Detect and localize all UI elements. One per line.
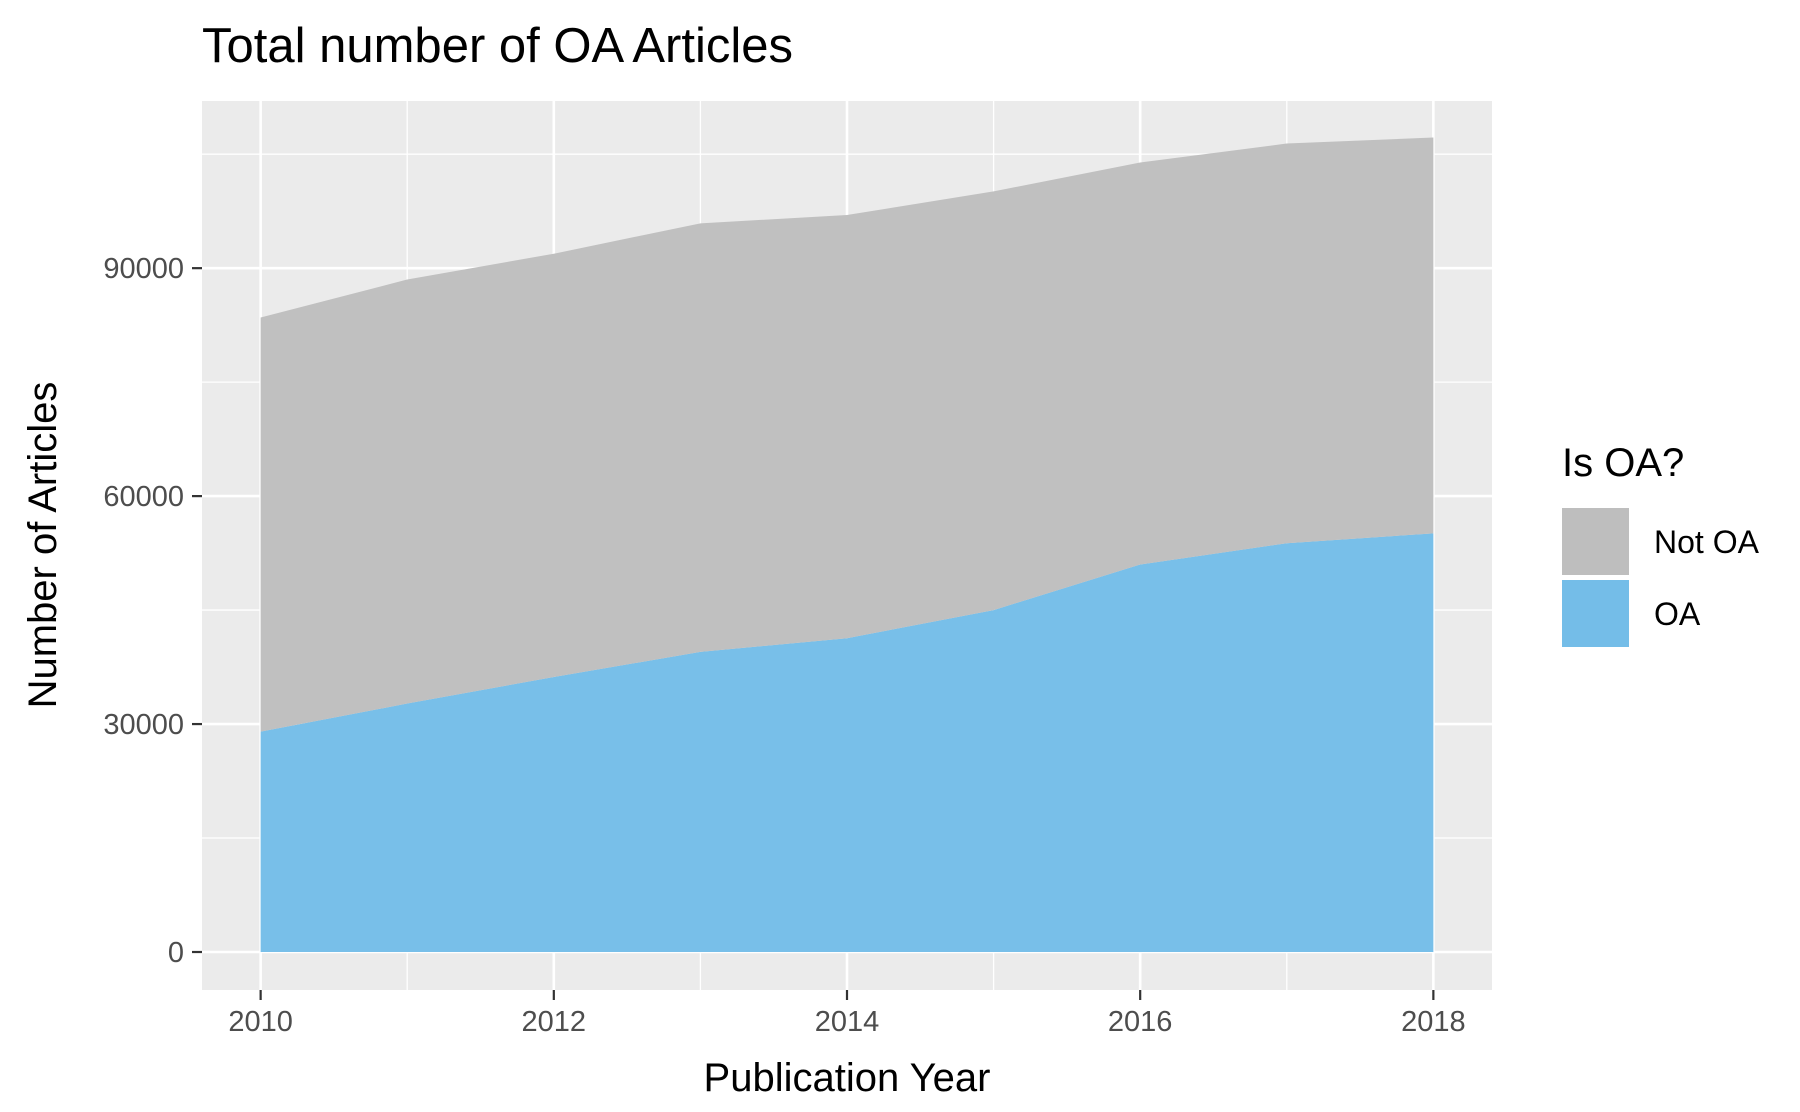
- y-axis: 0 30000 60000 90000: [103, 253, 202, 969]
- legend-key-oa: [1562, 580, 1629, 647]
- legend: Is OA? Not OA OA: [1562, 441, 1760, 647]
- area-oa: [260, 533, 1434, 953]
- area-not-oa: [260, 137, 1434, 732]
- y-tick-label: 60000: [103, 481, 184, 513]
- legend-label-not-oa: Not OA: [1654, 524, 1760, 560]
- chart-title: Total number of OA Articles: [202, 19, 793, 73]
- y-tick-label: 30000: [103, 709, 184, 741]
- y-tick-label: 0: [168, 937, 184, 969]
- legend-label-oa: OA: [1654, 596, 1701, 632]
- x-tick-label: 2012: [522, 1006, 587, 1038]
- legend-key-not-oa: [1562, 508, 1629, 575]
- legend-title: Is OA?: [1562, 441, 1684, 485]
- area-layers: [260, 137, 1434, 953]
- x-tick-label: 2016: [1108, 1006, 1173, 1038]
- y-axis-title: Number of Articles: [21, 382, 65, 709]
- x-axis-title: Publication Year: [704, 1056, 991, 1100]
- y-tick-label: 90000: [103, 253, 184, 285]
- x-tick-label: 2014: [815, 1006, 880, 1038]
- x-tick-label: 2010: [228, 1006, 293, 1038]
- x-tick-label: 2018: [1401, 1006, 1466, 1038]
- x-axis: 2010 2012 2014 2016 2018: [228, 990, 1466, 1038]
